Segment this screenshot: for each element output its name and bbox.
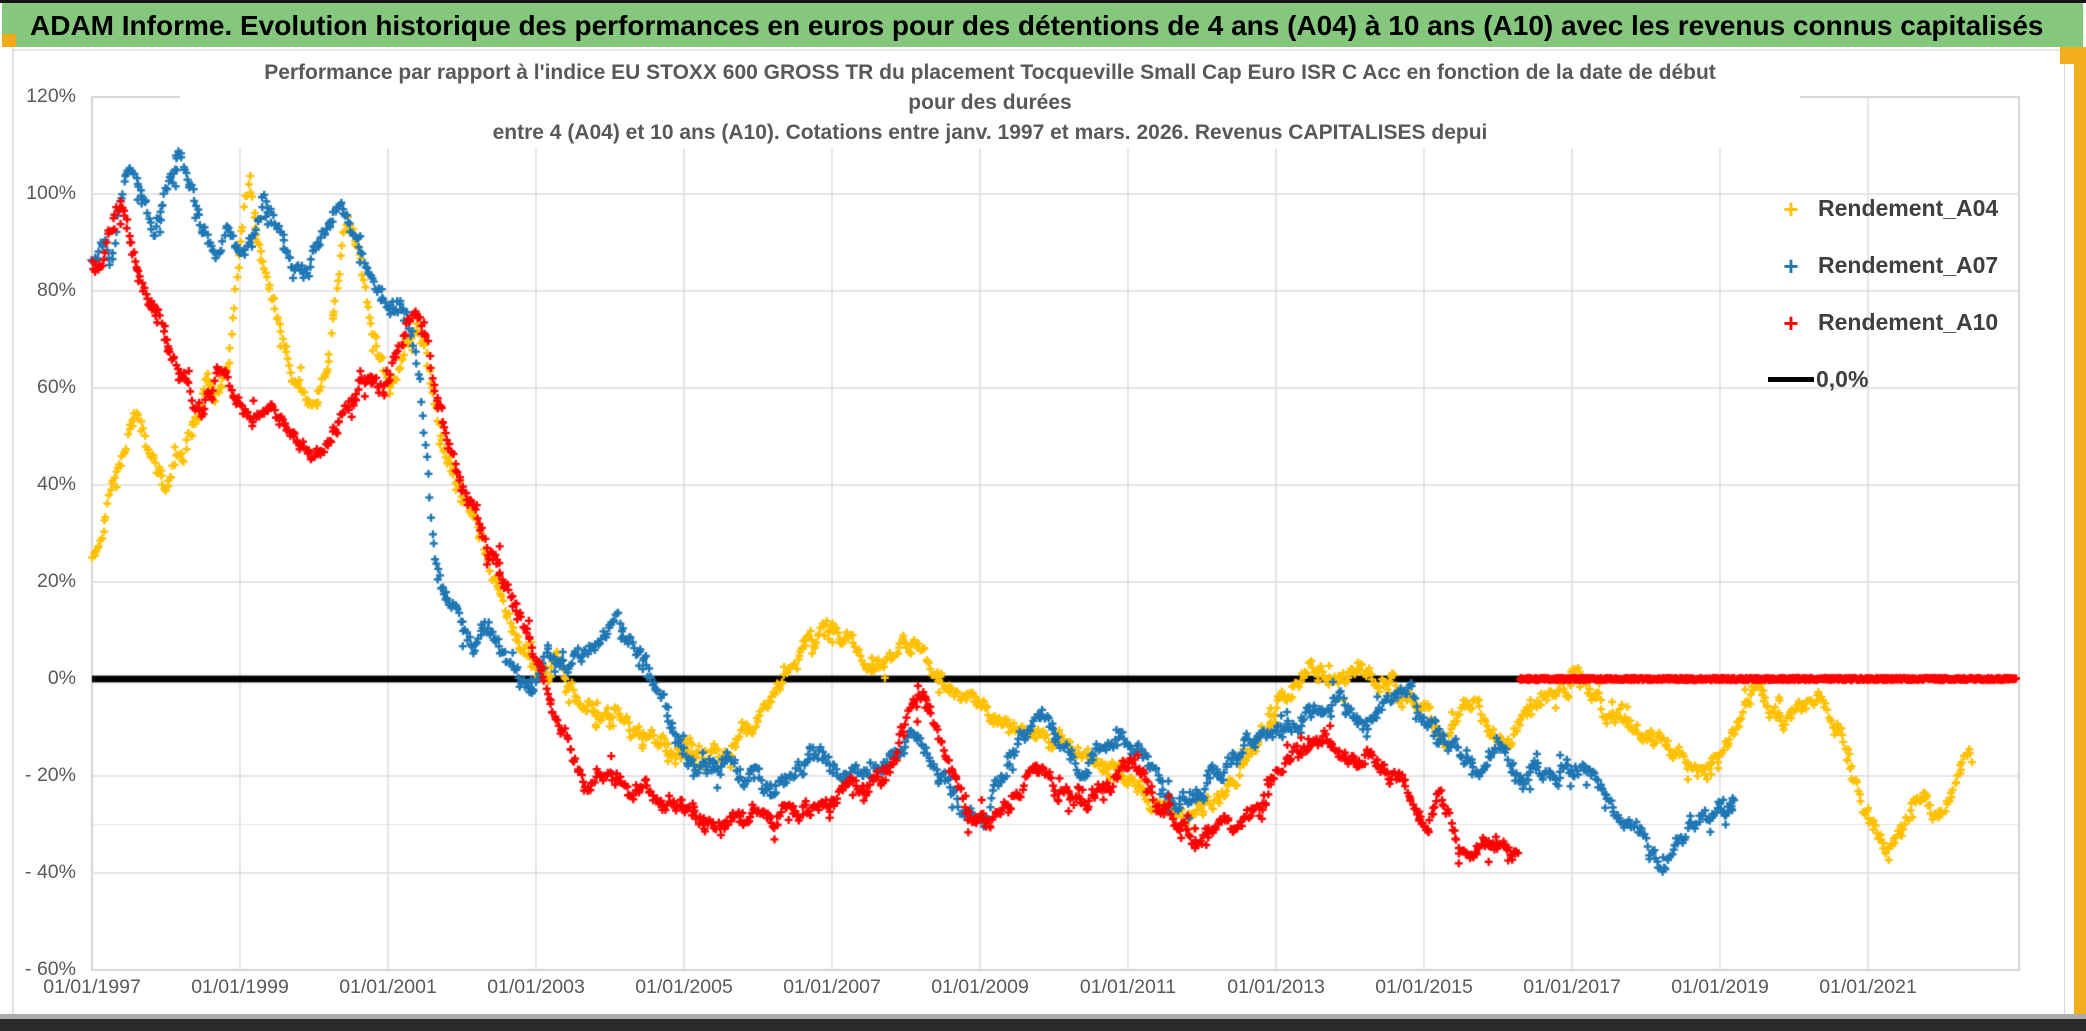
legend-item-rendement-a10: + Rendement_A10	[1768, 294, 2058, 351]
y-axis-tick-label: 120%	[26, 85, 76, 107]
legend-label: Rendement_A04	[1818, 195, 1999, 221]
plus-marker-icon: +	[1783, 307, 1799, 338]
y-axis-tick-label: 100%	[26, 182, 76, 204]
chart-title-line-3: entre 4 (A04) et 10 ans (A10). Cotations…	[492, 121, 1488, 144]
y-axis-tick-label: 20%	[36, 570, 76, 592]
plus-marker-icon: +	[1783, 193, 1799, 224]
orange-accent-square	[2, 34, 16, 47]
x-axis-tick-label: 01/01/2007	[783, 976, 881, 998]
y-axis-tick-label: - 60%	[25, 958, 76, 980]
page-bottom-divider	[0, 1014, 2086, 1019]
chart-legend: + Rendement_A04 + Rendement_A07 + Rendem…	[1768, 180, 2058, 408]
orange-right-border	[2074, 60, 2086, 1014]
x-axis-tick-label: 01/01/1997	[43, 976, 141, 998]
x-axis-tick-label: 01/01/2001	[339, 976, 437, 998]
y-axis-tick-label: - 40%	[25, 861, 76, 883]
x-axis-tick-label: 01/01/2019	[1671, 976, 1769, 998]
x-axis-tick-label: 01/01/2009	[931, 976, 1029, 998]
orange-corner-accent	[2060, 47, 2086, 64]
x-axis-tick-label: 01/01/2013	[1227, 976, 1325, 998]
x-axis-tick-label: 01/01/2003	[487, 976, 585, 998]
y-axis-tick-label: - 20%	[25, 764, 76, 786]
legend-label: Rendement_A10	[1818, 309, 1999, 335]
x-axis-tick-label: 01/01/2017	[1523, 976, 1621, 998]
x-axis-tick-label: 01/01/1999	[191, 976, 289, 998]
legend-label: 0,0%	[1816, 366, 1869, 392]
x-axis-tick-label: 01/01/2011	[1079, 976, 1177, 998]
chart-title-line-2: pour des durées	[908, 91, 1072, 114]
black-line-swatch-icon	[1768, 377, 1814, 382]
legend-label: Rendement_A07	[1818, 252, 1999, 278]
chart-title-line-1: Performance par rapport à l'indice EU ST…	[264, 61, 1716, 84]
legend-item-rendement-a07: + Rendement_A07	[1768, 237, 2058, 294]
legend-item-rendement-a04: + Rendement_A04	[1768, 180, 2058, 237]
x-axis-tick-label: 01/01/2005	[635, 976, 733, 998]
plus-marker-icon: +	[1783, 250, 1799, 281]
page-bottom-bar	[0, 1019, 2086, 1031]
y-axis-tick-label: 60%	[36, 376, 76, 398]
y-axis-tick-label: 80%	[36, 279, 76, 301]
x-axis-tick-label: 01/01/2021	[1819, 976, 1917, 998]
chart-title: Performance par rapport à l'indice EU ST…	[180, 58, 1800, 148]
y-axis-tick-label: 40%	[36, 473, 76, 495]
x-axis-tick-label: 01/01/2015	[1375, 976, 1473, 998]
legend-item-zero-line: 0,0%	[1768, 351, 2058, 408]
y-axis-tick-label: 0%	[47, 667, 76, 689]
